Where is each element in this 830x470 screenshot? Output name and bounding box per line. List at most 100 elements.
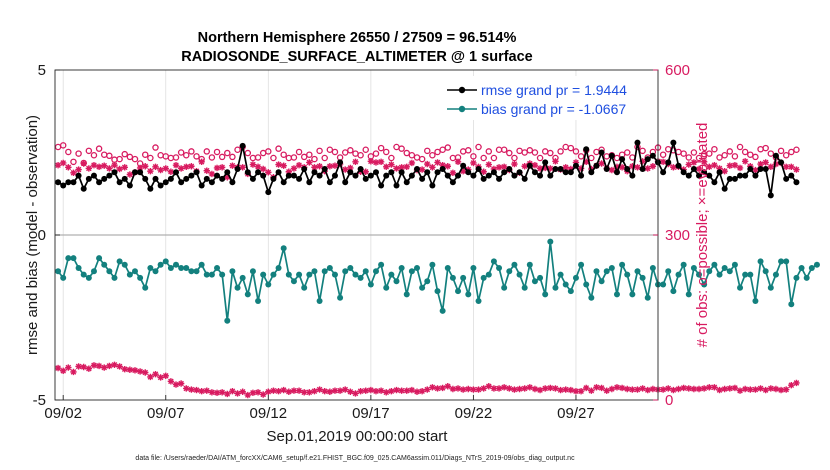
x-tick-label: 09/27 [557, 405, 595, 422]
rmse-point [603, 166, 610, 172]
rmse-point [567, 169, 574, 176]
obs-evaluated-low-point [782, 386, 790, 393]
rmse-point [347, 169, 354, 176]
obs-possible-point [506, 149, 513, 157]
bias-point [270, 271, 277, 278]
obs-evaluated-low-point [357, 388, 364, 395]
rmse-point [198, 182, 205, 189]
obs-evaluated-point [152, 163, 159, 170]
obs-evaluated-point [752, 166, 759, 174]
rmse-point [685, 172, 692, 179]
bias-point [470, 265, 477, 271]
obs-evaluated-point [316, 163, 323, 170]
legend-rmse-marker [458, 86, 466, 94]
obs-evaluated-point [757, 160, 764, 168]
obs-evaluated-low-point [362, 387, 369, 394]
obs-evaluated-point [254, 163, 262, 170]
obs-evaluated-low-point [398, 387, 405, 394]
bias-point [685, 291, 692, 298]
obs-evaluated-low-point [270, 387, 277, 394]
obs-evaluated-low-point [208, 389, 216, 396]
obs-evaluated-low-point [480, 385, 487, 392]
rmse-point [111, 169, 118, 176]
obs-evaluated-point [403, 163, 410, 170]
obs-evaluated-point [547, 165, 554, 172]
rmse-point [393, 182, 400, 189]
obs-possible-point [234, 146, 241, 153]
rmse-point [701, 169, 708, 176]
obs-evaluated-point [772, 160, 780, 168]
obs-evaluated-point [116, 165, 123, 173]
obs-possible-point [439, 146, 446, 153]
bias-point [193, 268, 200, 275]
bias-point [798, 265, 805, 271]
rmse-point [234, 166, 241, 172]
obs-evaluated-low-point [285, 388, 293, 395]
rmse-point [593, 162, 600, 169]
obs-possible-point [511, 154, 518, 162]
obs-evaluated-low-point [429, 384, 436, 391]
obs-evaluated-low-point [577, 388, 585, 395]
bias-point [65, 255, 72, 262]
obs-possible-point [747, 151, 754, 158]
rmse-point [711, 179, 718, 186]
obs-evaluated-point [495, 164, 503, 171]
bias-point [121, 261, 128, 268]
rmse-point [80, 185, 87, 192]
bias-point [444, 265, 451, 271]
bias-point [188, 268, 195, 275]
obs-possible-point [706, 150, 713, 157]
bias-point [101, 261, 108, 268]
chart-title-line1: Northern Hemisphere 26550 / 27509 = 96.5… [198, 30, 517, 46]
obs-evaluated-low-point [326, 388, 334, 395]
obs-evaluated-low-point [388, 388, 395, 395]
rmse-point [398, 169, 405, 176]
obs-evaluated-point [490, 165, 498, 173]
rmse-point [644, 156, 651, 163]
rmse-point [562, 169, 569, 176]
obs-evaluated-low-point [726, 385, 733, 392]
obs-possible-point [680, 150, 687, 157]
rmse-point [55, 179, 62, 186]
obs-possible-point [265, 148, 272, 155]
obs-evaluated-point [265, 169, 272, 176]
bias-point [203, 271, 210, 278]
obs-evaluated-point [782, 163, 790, 170]
rmse-point [660, 169, 667, 176]
obs-evaluated-low-point [777, 386, 785, 394]
obs-possible-point [736, 143, 744, 151]
rmse-point [326, 179, 333, 186]
obs-evaluated-low-point [444, 383, 451, 390]
obs-evaluated-low-point [562, 386, 569, 393]
obs-evaluated-point [95, 163, 103, 170]
obs-possible-point [85, 147, 93, 155]
bias-point [701, 281, 708, 288]
rmse-point [178, 179, 185, 186]
rmse-point [670, 139, 677, 146]
obs-evaluated-point [111, 161, 118, 169]
obs-evaluated-low-point [70, 368, 77, 376]
obs-possible-point [434, 148, 441, 156]
obs-evaluated-point [213, 164, 221, 172]
rmse-point [747, 166, 754, 172]
bias-point [408, 268, 415, 275]
bias-point [793, 274, 800, 281]
rmse-point [157, 182, 164, 189]
bias-point [388, 271, 395, 278]
obs-possible-point [95, 145, 103, 152]
bias-point [137, 274, 144, 281]
obs-evaluated-point [424, 160, 431, 168]
obs-evaluated-point [347, 164, 354, 172]
rmse-point [337, 159, 344, 166]
obs-evaluated-low-point [670, 386, 677, 394]
rmse-point [285, 172, 292, 179]
rmse-point [173, 169, 180, 176]
obs-possible-point [203, 148, 211, 155]
obs-evaluated-low-point [639, 385, 646, 392]
obs-evaluated-low-point [403, 387, 410, 394]
obs-evaluated-point [434, 159, 441, 166]
obs-evaluated-point [767, 163, 775, 170]
rmse-point [244, 169, 251, 176]
obs-evaluated-point [695, 165, 703, 173]
